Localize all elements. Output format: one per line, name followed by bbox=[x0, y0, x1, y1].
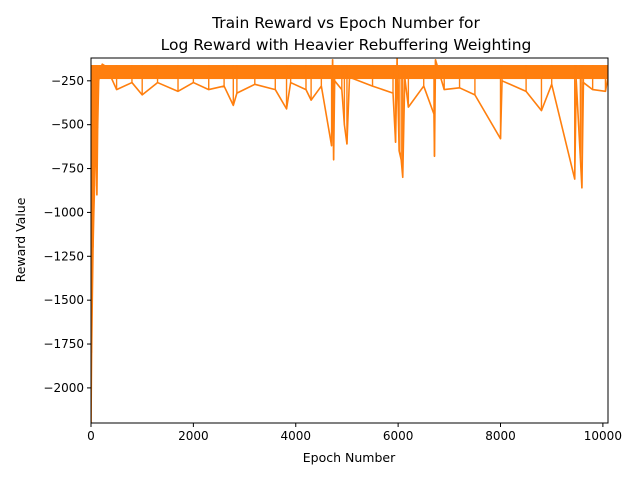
y-tick-label: −1000 bbox=[43, 205, 84, 219]
y-tick-label: −1250 bbox=[43, 249, 84, 263]
y-tick-label: −2000 bbox=[43, 381, 84, 395]
x-tick-label: 4000 bbox=[280, 429, 311, 443]
x-tick-label: 6000 bbox=[383, 429, 414, 443]
x-tick-label: 2000 bbox=[178, 429, 209, 443]
series-0-band bbox=[98, 65, 608, 80]
y-tick-label: −1750 bbox=[43, 337, 84, 351]
axes: 0 2000 4000 6000 8000 10000 −2000 −1750 −1500 −12… bbox=[43, 57, 622, 443]
chart-title-line2: Log Reward with Heavier Rebuffering Weig… bbox=[161, 36, 532, 54]
y-tick-label: −1500 bbox=[43, 293, 84, 307]
chart-title-line1: Train Reward vs Epoch Number for bbox=[211, 14, 480, 32]
series-0-line bbox=[91, 58, 608, 423]
plot-frame bbox=[90, 57, 609, 424]
y-tick-label: −250 bbox=[51, 74, 84, 88]
y-axis-label: Reward Value bbox=[13, 197, 28, 282]
series-group bbox=[91, 58, 608, 423]
x-tick-label: 8000 bbox=[485, 429, 516, 443]
x-tick-label: 0 bbox=[87, 429, 95, 443]
x-tick-label: 10000 bbox=[584, 429, 622, 443]
x-axis-label: Epoch Number bbox=[303, 450, 396, 465]
y-tick-label: −500 bbox=[51, 118, 84, 132]
y-tick-label: −750 bbox=[51, 162, 84, 176]
plot-area bbox=[91, 58, 608, 423]
